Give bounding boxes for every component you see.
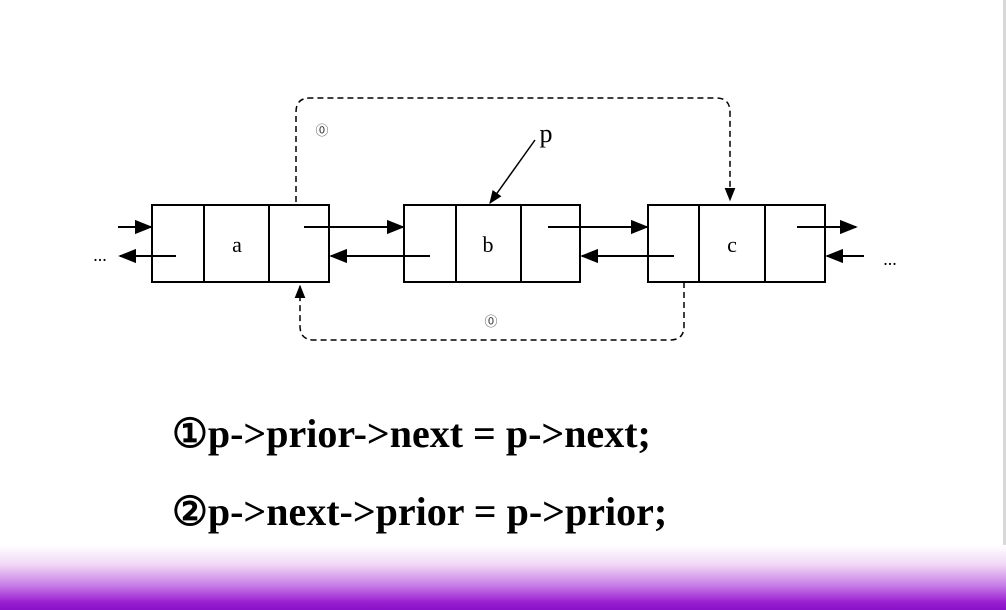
node-b-label: b xyxy=(483,232,494,257)
slide-footer-gradient xyxy=(0,545,1006,610)
step-marker-top: ⓪ xyxy=(315,123,328,138)
dashed-link-next-bypass xyxy=(295,97,736,232)
pointer-p-label: p xyxy=(540,119,553,148)
code-line-2: ②p->next->prior = p->prior; xyxy=(172,489,668,534)
dashed-link-prior-bypass xyxy=(294,262,685,341)
ellipsis-right: ... xyxy=(883,249,897,269)
node-c-label: c xyxy=(727,232,737,257)
ellipsis-left: ... xyxy=(93,245,107,265)
node-c: c xyxy=(647,204,826,283)
code-line-1: ①p->prior->next = p->next; xyxy=(172,411,651,456)
node-a: a xyxy=(151,204,330,283)
slide-right-edge xyxy=(1003,0,1006,555)
node-b: b xyxy=(403,204,581,283)
pointer-p-arrow xyxy=(489,139,536,205)
node-a-label: a xyxy=(232,232,242,257)
step-marker-bottom: ⓪ xyxy=(484,314,497,329)
